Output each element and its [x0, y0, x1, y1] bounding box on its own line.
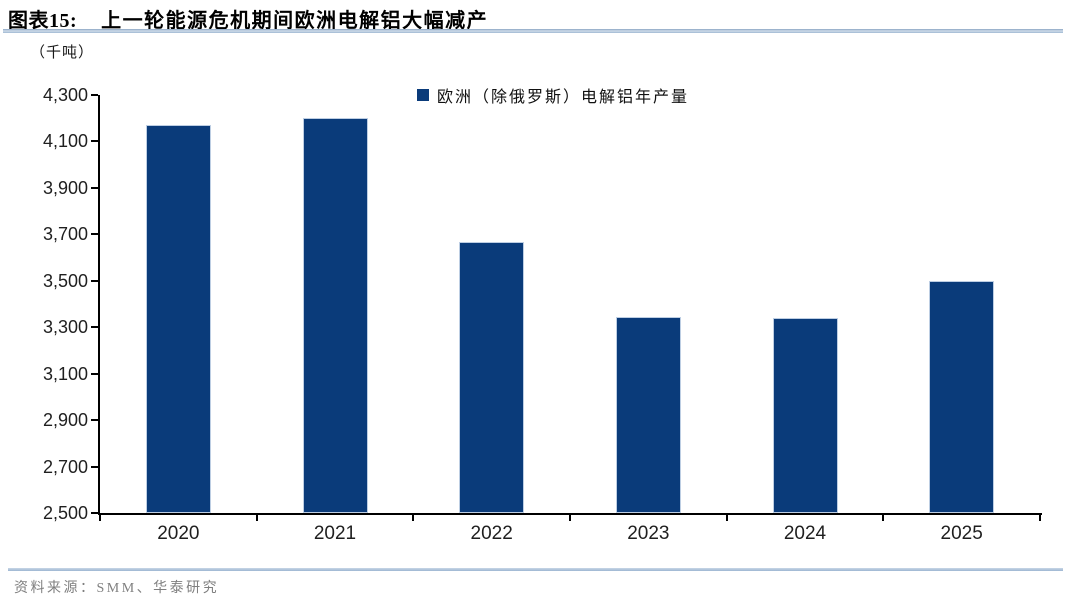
y-tick-mark [91, 140, 98, 143]
x-axis-label: 2020 [157, 523, 200, 544]
footer-divider [8, 568, 1063, 571]
x-axis-label: 2022 [470, 523, 513, 544]
figure-title-text: 上一轮能源危机期间欧洲电解铝大幅减产 [101, 10, 489, 32]
y-tick-label: 2,700 [42, 456, 88, 477]
y-tick-label: 2,500 [42, 503, 88, 523]
chart-legend: 欧洲（除俄罗斯）电解铝年产量 [417, 83, 689, 107]
y-tick-label: 3,900 [42, 177, 88, 198]
x-axis-label: 2021 [313, 523, 357, 544]
x-axis-label: 2024 [783, 523, 827, 544]
bar-2025 [929, 280, 995, 513]
bar-2022 [459, 241, 525, 513]
y-tick-label: 3,100 [42, 363, 88, 384]
x-axis-label: 2023 [627, 523, 670, 544]
x-tick-mark [882, 515, 885, 521]
bar-2023 [615, 316, 681, 513]
bar-2021 [302, 118, 368, 513]
y-tick-label: 2,900 [42, 410, 88, 431]
y-axis-unit-label: （千吨） [30, 45, 95, 61]
y-tick-mark [91, 94, 98, 96]
x-tick-mark [725, 515, 728, 521]
y-tick-mark [91, 279, 98, 282]
y-tick-mark [91, 233, 98, 236]
y-tick-label: 4,100 [42, 131, 88, 152]
figure-number: 图表15: [8, 10, 78, 32]
x-tick-mark [1039, 515, 1041, 521]
y-tick-label: 3,700 [42, 224, 88, 245]
x-tick-mark [99, 515, 101, 521]
y-tick-label: 3,300 [42, 317, 88, 338]
x-tick-mark [412, 515, 415, 521]
bar-2024 [772, 318, 838, 513]
y-tick-mark [91, 465, 98, 468]
y-tick-mark [91, 512, 98, 514]
title-divider [3, 29, 1063, 33]
x-axis-line [98, 513, 1042, 515]
y-tick-label: 4,300 [42, 85, 88, 105]
y-axis-line [98, 95, 100, 515]
source-note: 资料来源：SMM、华泰研究 [14, 581, 220, 596]
y-tick-mark [91, 326, 98, 329]
legend-label: 欧洲（除俄罗斯）电解铝年产量 [437, 89, 690, 106]
y-tick-mark [91, 186, 98, 189]
x-axis-label: 2025 [940, 523, 983, 544]
x-tick-mark [255, 515, 258, 521]
legend-swatch-icon [417, 89, 429, 101]
y-tick-label: 3,500 [42, 270, 88, 291]
bar-2020 [145, 125, 211, 513]
figure-title: 图表15: 上一轮能源危机期间欧洲电解铝大幅减产 [8, 4, 488, 33]
y-tick-mark [91, 419, 98, 422]
y-tick-mark [91, 372, 98, 375]
x-tick-mark [569, 515, 571, 521]
